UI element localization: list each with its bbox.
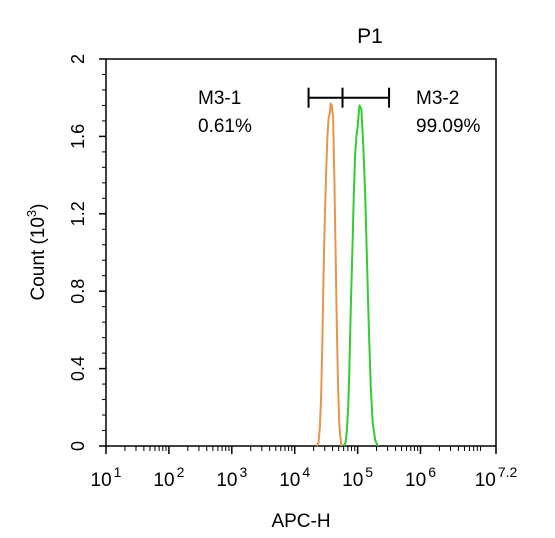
y-tick-label: 1.2 — [68, 201, 88, 226]
histogram-series-1 — [315, 102, 343, 447]
x-tick-label: 10 1 — [91, 464, 122, 491]
y-tick-label: 1.6 — [68, 124, 88, 149]
gate-value-m3-2: 99.09% — [416, 116, 481, 137]
x-axis-label: APC-H — [271, 511, 330, 532]
gate-label-m3-2: M3-2 — [416, 88, 459, 109]
y-tick-label: 0 — [68, 441, 88, 451]
chart-title: P1 — [357, 25, 383, 48]
gate-marker — [307, 87, 391, 108]
y-axis: 0 0.4 0.8 1.2 1.6 2 — [68, 54, 106, 451]
x-tick-label: 10 3 — [216, 464, 247, 491]
gate-label-m3-1: M3-1 — [198, 88, 241, 109]
x-axis: 10 1 10 2 10 3 10 4 10 5 10 6 10 7.2 — [91, 446, 518, 491]
series-layer — [315, 102, 379, 447]
x-tick-label: 10 2 — [153, 464, 184, 491]
y-tick-label: 0.4 — [68, 356, 88, 381]
histogram-series-2 — [342, 104, 379, 447]
y-tick-label: 2 — [68, 54, 88, 64]
plot-frame — [105, 58, 497, 447]
y-tick-label: 0.8 — [68, 279, 88, 304]
x-tick-label: 10 4 — [279, 464, 310, 491]
y-axis-label: Count (103) — [24, 203, 49, 300]
gate-value-m3-1: 0.61% — [198, 116, 252, 137]
x-tick-label: 10 5 — [342, 464, 373, 491]
x-tick-label: 10 6 — [405, 464, 436, 491]
x-tick-label: 10 7.2 — [475, 464, 518, 491]
